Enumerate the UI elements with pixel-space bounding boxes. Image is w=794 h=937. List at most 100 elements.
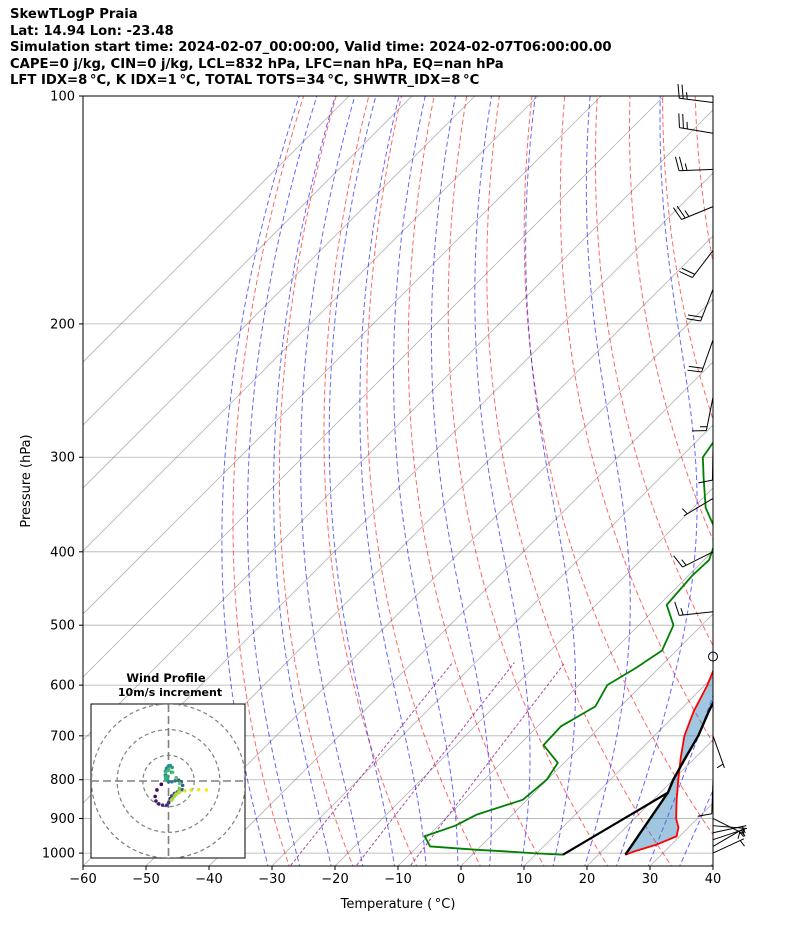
plot-area <box>83 79 794 869</box>
moist-adiabat-line <box>584 96 631 866</box>
moist-adiabat-line <box>359 96 427 866</box>
barb-full-flag <box>687 369 702 373</box>
barb-half-flag <box>737 831 741 839</box>
temperature-line <box>625 668 713 856</box>
barb-shaft <box>683 497 714 517</box>
x-tick-label: −20 <box>321 872 348 887</box>
hodograph-point <box>160 803 165 807</box>
isotherm-line <box>83 96 665 678</box>
isotherm-line <box>83 96 476 489</box>
hodograph-point <box>154 799 158 803</box>
lcl-dewpoint-line <box>562 791 669 856</box>
isotherm-line <box>208 361 713 866</box>
axes: −60 −50 −40 −30 −20 −10 0 10 20 30 40 1000 900 800 700… <box>19 90 721 913</box>
barb-full-flag <box>686 318 701 322</box>
barb-half-flag <box>739 840 745 847</box>
dry-adiabat-line <box>594 96 713 647</box>
isotherm-line <box>712 865 713 866</box>
wind-barb <box>712 735 725 769</box>
x-axis-label: Temperature ( °C) <box>340 897 456 912</box>
title-line-cape: CAPE=0 j/kg, CIN=0 j/kg, LCL=832 hPa, LF… <box>10 56 504 72</box>
barb-shaft <box>679 97 714 104</box>
mixing-ratio-line <box>355 662 515 866</box>
hodograph-point <box>177 781 182 786</box>
dry-adiabat-line <box>407 96 545 866</box>
hodograph-point <box>173 778 177 783</box>
wind-barb <box>674 156 714 172</box>
wind-barb <box>673 551 714 568</box>
wind-barb <box>712 825 747 834</box>
cape-area <box>625 671 713 855</box>
dry-adiabat-line <box>523 96 713 836</box>
y-tick-label: 700 <box>50 729 75 744</box>
hodograph-point <box>177 790 182 794</box>
barb-shaft <box>700 289 714 322</box>
mixing-ratio-line <box>409 662 566 866</box>
isotherm-line <box>334 487 713 866</box>
wind-barb <box>678 113 714 134</box>
hodograph-point <box>170 797 175 801</box>
moist-adiabat-line <box>246 96 318 866</box>
barb-full-flag <box>673 207 682 220</box>
barb-full-flag <box>678 113 680 128</box>
isotherm-line <box>145 298 713 866</box>
x-tick-label: −30 <box>258 872 285 887</box>
barb-full-flag <box>679 270 693 279</box>
barb-shaft <box>682 551 714 568</box>
x-tick-label: 10 <box>516 872 533 887</box>
barb-full-flag <box>697 813 712 817</box>
moist-adiabat-line <box>679 788 713 866</box>
x-tick-label: −60 <box>69 872 96 887</box>
barb-full-flag <box>674 156 680 171</box>
hodograph-point <box>180 783 185 788</box>
hodograph-point <box>166 779 171 784</box>
wind-barb <box>712 828 746 841</box>
dry-adiabat-line <box>727 79 794 869</box>
isotherm-line <box>586 739 713 866</box>
hodograph-point <box>189 788 193 792</box>
isotherm-line <box>397 550 713 866</box>
wind-barbs <box>673 83 747 854</box>
barb-half-flag <box>684 163 688 171</box>
moist-adiabat-line <box>273 96 336 866</box>
y-axis-label: Pressure (hPa) <box>19 434 34 527</box>
x-tick-label: −50 <box>132 872 159 887</box>
hodograph-point <box>204 788 209 792</box>
wind-barb <box>679 250 714 279</box>
hodograph-point <box>166 800 171 805</box>
isotherm-line <box>83 96 539 552</box>
title-line-indices: LFT IDX=8 °C, K IDX=1 °C, TOTAL TOTS=34 … <box>10 73 480 88</box>
x-tick-label: 0 <box>457 872 465 887</box>
title-line-times: Simulation start time: 2024-02-07_00:00:… <box>10 40 612 55</box>
isotherm-line <box>523 676 713 866</box>
mixing-ratio-lines <box>289 662 566 866</box>
dry-adiabat-line <box>232 96 305 866</box>
barb-shaft <box>679 611 714 616</box>
barb-shaft <box>712 838 745 854</box>
title-block: SkewTLogP Praia Lat: 14.94 Lon: -23.48 S… <box>10 7 612 90</box>
barb-half-flag <box>681 559 687 566</box>
dry-adiabat-line <box>559 96 713 744</box>
hodograph-plot <box>91 704 245 858</box>
dry-adiabat-line <box>323 96 418 866</box>
moist-adiabat-line <box>430 96 492 866</box>
barb-full-flag <box>682 114 684 129</box>
barb-full-flag <box>681 267 695 275</box>
barb-half-flag <box>742 828 745 836</box>
barb-full-flag <box>673 555 683 568</box>
hodograph-point <box>164 769 168 774</box>
barb-full-flag <box>674 601 680 616</box>
wind-barb <box>682 497 714 517</box>
wind-barb <box>674 601 714 616</box>
isotherm-line <box>83 96 350 363</box>
hodograph-point <box>164 803 169 807</box>
moist-adiabat-line <box>525 96 577 866</box>
hodograph-point <box>170 765 174 770</box>
barb-full-flag <box>687 314 703 318</box>
mixing-ratio-line <box>289 662 454 866</box>
wind-barb <box>673 205 714 220</box>
dry-adiabat-line <box>694 96 713 265</box>
barb-shaft <box>681 206 714 220</box>
x-tick-label: −10 <box>384 872 411 887</box>
y-tick-label: 100 <box>50 90 75 105</box>
